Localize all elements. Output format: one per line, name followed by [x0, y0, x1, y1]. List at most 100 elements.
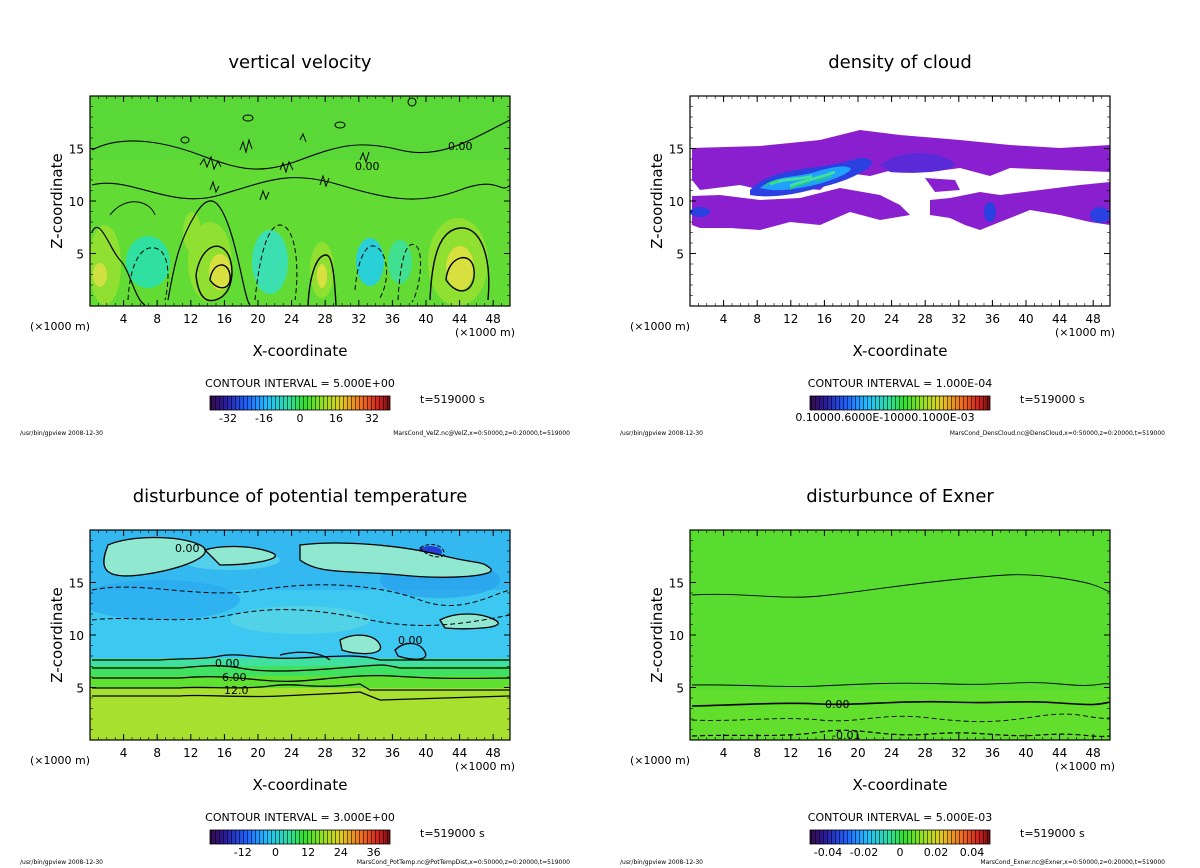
chart-title: disturbunce of Exner [806, 486, 994, 507]
colorbar-tick-label: -32 [219, 412, 237, 425]
x-tick-label: 20 [850, 746, 865, 760]
y-axis-unit: (×1000 m) [630, 320, 690, 333]
x-tick-label: 32 [351, 746, 366, 760]
colorbar-tick-label: -12 [234, 846, 252, 859]
x-tick-label: 16 [817, 312, 832, 326]
x-tick-label: 44 [1052, 746, 1067, 760]
x-tick-label: 40 [1018, 746, 1033, 760]
x-axis-label: X-coordinate [253, 776, 348, 794]
footer-right: MarsCond_PotTemp.nc@PotTempDist,x=0:5000… [357, 859, 570, 866]
x-tick-label: 24 [884, 312, 899, 326]
colorbar-ticks: -0.04 -0.02 0 0.02 0.04 [814, 846, 984, 859]
x-tick-label: 16 [217, 312, 232, 326]
colorbar-frame [809, 829, 991, 845]
y-tick-label: 5 [676, 682, 684, 696]
colorbar-tick-labels: 0.10000.6000E-10000.1000E-03 [795, 411, 974, 424]
x-tick-label: 28 [918, 312, 933, 326]
x-tick-label: 12 [183, 746, 198, 760]
x-tick-label: 36 [985, 746, 1000, 760]
x-tick-label: 44 [452, 746, 467, 760]
x-tick-label: 48 [486, 312, 501, 326]
y-tick-label: 15 [669, 577, 684, 591]
x-tick-label: 12 [783, 312, 798, 326]
contour-label: 0.00 [215, 657, 240, 670]
x-tick-label: 40 [1018, 312, 1033, 326]
colorbar-tick-label: 0 [897, 846, 904, 859]
footer-left: /usr/bin/gpview 2008-12-30 [20, 430, 103, 437]
contour-label: 0.00 [825, 698, 850, 711]
colorbar-tick-label: 32 [365, 412, 379, 425]
y-tick-label: 10 [69, 195, 84, 209]
colorbar-frame [209, 395, 391, 411]
footer-right: MarsCond_Exner.nc@Exner,x=0:50000,z=0:20… [980, 859, 1165, 866]
x-tick-label: 28 [318, 746, 333, 760]
x-tick-label: 24 [284, 312, 299, 326]
x-tick-label: 12 [183, 312, 198, 326]
colorbar-frame [209, 829, 391, 845]
panel-potential-temperature: disturbunce of potential temperature [20, 486, 570, 866]
x-tick-label: 48 [1086, 312, 1101, 326]
footer-right: MarsCond_DensCloud.nc@DensCloud,x=0:5000… [950, 430, 1165, 437]
colorbar-tick-label: -0.04 [814, 846, 842, 859]
contour-label: 12.0 [224, 684, 249, 697]
contour-interval: CONTOUR INTERVAL = 1.000E-04 [808, 377, 992, 390]
footer-right: MarsCond_VelZ.nc@VelZ,x=0:50000,z=0:2000… [393, 430, 570, 437]
colorbar-divisions [810, 830, 990, 844]
y-tick-label: 10 [669, 195, 684, 209]
x-tick-label: 24 [284, 746, 299, 760]
contour-label: 0.00 [355, 160, 380, 173]
colorbar-tick-label: 16 [329, 412, 343, 425]
y-axis-label: Z-coordinate [48, 153, 66, 248]
colorbar-divisions [210, 396, 390, 410]
x-axis-label: X-coordinate [253, 342, 348, 360]
x-tick-label: 12 [783, 746, 798, 760]
y-tick-label: 15 [69, 143, 84, 157]
colorbar-ticks: -12 0 12 24 36 [234, 846, 381, 859]
x-tick-label: 32 [951, 746, 966, 760]
y-tick-label: 10 [669, 629, 684, 643]
x-tick-label: 40 [418, 746, 433, 760]
x-tick-label: 24 [884, 746, 899, 760]
x-axis-unit: (×1000 m) [1055, 326, 1115, 339]
colorbar-tick-label: -16 [255, 412, 273, 425]
x-tick-label: 44 [1052, 312, 1067, 326]
x-tick-label: 28 [318, 312, 333, 326]
y-tick-label: 5 [676, 248, 684, 262]
contour-label: 0.00 [175, 542, 200, 555]
x-tick-label: 16 [817, 746, 832, 760]
contour-label: 6.00 [222, 671, 247, 684]
footer-left: /usr/bin/gpview 2008-12-30 [20, 859, 103, 866]
chart-title: vertical velocity [228, 52, 372, 73]
x-axis-label: X-coordinate [853, 342, 948, 360]
x-tick-label: 36 [985, 312, 1000, 326]
contour-label: 0.00 [398, 634, 423, 647]
contour-interval: CONTOUR INTERVAL = 3.000E+00 [205, 811, 395, 824]
y-axis-label: Z-coordinate [48, 587, 66, 682]
contour-label: 0.00 [448, 140, 473, 153]
x-tick-label: 4 [120, 312, 128, 326]
colorbar-divisions [210, 830, 390, 844]
x-tick-label: 36 [385, 312, 400, 326]
time-label: t=519000 s [1020, 393, 1085, 406]
x-axis-label: X-coordinate [853, 776, 948, 794]
colorbar-tick-label: 24 [334, 846, 348, 859]
contour-label: -0.01 [832, 729, 860, 742]
x-tick-label: 8 [753, 746, 761, 760]
heatmap-field: 0.00 0.00 0.00 6.00 12.0 [90, 530, 510, 740]
x-tick-label: 4 [720, 312, 728, 326]
time-label: t=519000 s [1020, 827, 1085, 840]
colorbar-ticks: -32 -16 0 16 32 [219, 412, 379, 425]
y-tick-label: 15 [69, 577, 84, 591]
panel-exner: disturbunce of Exner 0.00 -0.01 4 8 12 16 20… [620, 486, 1165, 866]
footer-left: /usr/bin/gpview 2008-12-30 [620, 430, 703, 437]
x-tick-label: 48 [1086, 746, 1101, 760]
y-axis-label: Z-coordinate [648, 587, 666, 682]
chart-title: density of cloud [828, 52, 972, 73]
x-tick-label: 32 [351, 312, 366, 326]
colorbar-tick-label: 36 [367, 846, 381, 859]
x-axis-unit: (×1000 m) [455, 760, 515, 773]
x-tick-label: 4 [120, 746, 128, 760]
